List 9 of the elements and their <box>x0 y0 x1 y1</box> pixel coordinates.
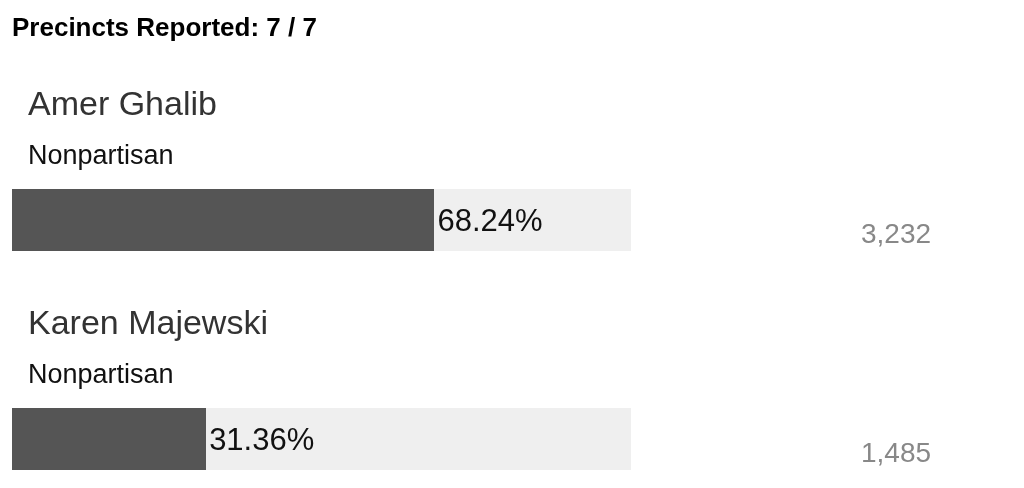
y-tick-label: Amer Ghalib <box>28 84 217 122</box>
data-label: 31.36% <box>209 421 315 457</box>
annotation: Nonpartisan <box>28 359 174 389</box>
text: 3,232 <box>861 218 932 249</box>
data-label: 68.24% <box>437 202 543 238</box>
chart-title: Precincts Reported: 7 / 7 <box>12 12 317 43</box>
annotation: Nonpartisan <box>28 140 174 170</box>
text: 1,485 <box>861 437 932 468</box>
y-tick-label: Karen Majewski <box>28 303 268 341</box>
